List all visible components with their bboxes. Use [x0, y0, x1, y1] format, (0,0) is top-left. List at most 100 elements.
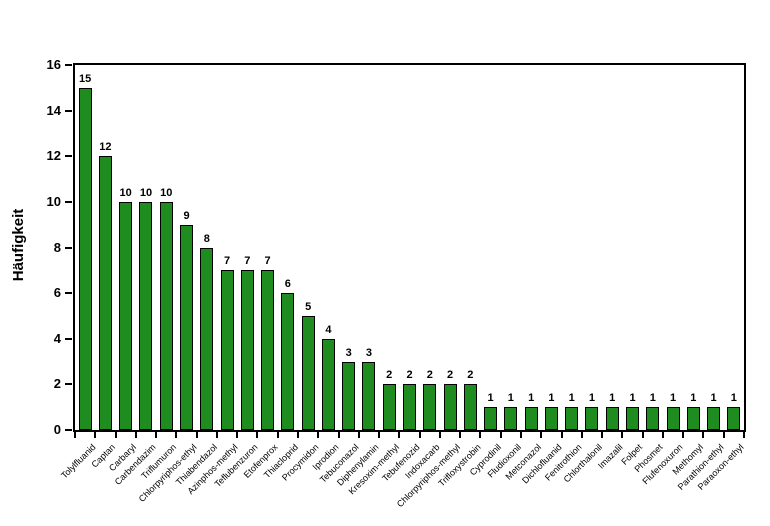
bar	[281, 293, 295, 430]
bar-value-label: 1	[588, 392, 596, 405]
bar	[605, 407, 619, 430]
bar	[626, 407, 639, 430]
bar	[524, 407, 538, 430]
x-axis-tick	[114, 432, 117, 438]
x-axis-tick	[276, 432, 279, 438]
x-axis-tick	[702, 432, 705, 438]
y-axis-tick-label: 14	[46, 102, 61, 118]
bar	[565, 407, 579, 430]
y-axis-tick-label: 6	[53, 285, 61, 301]
bar	[382, 384, 396, 430]
x-axis-tick	[601, 432, 604, 438]
y-axis-tick	[65, 337, 72, 340]
bar-value-label: 3	[365, 346, 373, 359]
y-axis-tick	[65, 429, 72, 431]
x-axis-tick	[94, 432, 97, 438]
x-axis-tick	[134, 432, 137, 438]
bar-value-label: 1	[629, 392, 636, 405]
bar-value-label: 4	[325, 323, 332, 336]
bar	[484, 407, 498, 430]
bar	[707, 407, 721, 430]
bar-value-label: 7	[223, 255, 231, 268]
x-axis-tick	[418, 432, 421, 438]
y-axis-tick-label: 8	[53, 239, 61, 255]
x-axis-tick	[215, 432, 218, 438]
bar-value-label: 10	[139, 186, 153, 199]
x-axis-tick	[520, 432, 522, 438]
bar	[362, 361, 376, 430]
y-axis-tick-label: 16	[46, 57, 61, 72]
x-axis-tick	[641, 432, 644, 438]
bar	[240, 270, 254, 430]
x-axis-tick	[337, 432, 340, 438]
bar-value-label: 2	[386, 369, 393, 382]
bar	[544, 407, 558, 430]
x-axis-tick	[560, 432, 563, 438]
x-axis-tick	[398, 432, 401, 438]
x-axis-tick	[317, 432, 320, 438]
bar	[321, 338, 335, 430]
y-axis-tick-label: 2	[53, 376, 61, 392]
x-axis-tick	[661, 432, 664, 438]
bar	[119, 201, 133, 430]
y-axis-tick-label: 4	[53, 330, 61, 346]
bar	[78, 87, 92, 430]
bar-value-label: 1	[609, 392, 616, 405]
x-axis-tick	[155, 432, 158, 438]
bar-value-label: 3	[345, 346, 352, 359]
y-axis-tick	[65, 292, 72, 295]
bar-value-label: 7	[244, 255, 251, 268]
bar-value-label: 2	[446, 369, 454, 382]
bar-value-label: 2	[406, 369, 413, 382]
y-axis-tick-label: 10	[46, 193, 61, 209]
bar	[159, 201, 173, 430]
bar	[646, 407, 660, 430]
x-axis-tick	[540, 432, 543, 438]
bar-value-label: 5	[305, 300, 312, 313]
bar-value-label: 12	[99, 141, 112, 154]
y-axis-tick	[65, 109, 72, 112]
bar-value-label: 1	[568, 392, 575, 405]
x-axis-tick	[499, 432, 502, 438]
y-axis-tick	[65, 246, 72, 249]
bar	[443, 384, 457, 430]
x-axis-tick	[297, 432, 299, 438]
bar-value-label: 6	[284, 278, 291, 291]
bar-value-label: 1	[669, 392, 677, 405]
y-axis-tick	[65, 383, 72, 386]
bar	[727, 407, 741, 430]
bar	[180, 224, 193, 430]
bar	[261, 270, 275, 430]
x-axis-tick	[722, 432, 725, 438]
bar-value-label: 1	[649, 392, 656, 405]
bar-value-label: 2	[426, 369, 433, 382]
bar-value-label: 9	[183, 209, 190, 222]
bar	[342, 361, 356, 430]
bar	[585, 407, 599, 430]
bar	[220, 270, 234, 430]
x-axis-tick	[195, 432, 198, 438]
x-axis-tick	[438, 432, 441, 438]
x-axis-tick	[479, 432, 482, 438]
x-axis-tick	[621, 432, 624, 438]
bar-value-label: 10	[160, 186, 173, 199]
bar	[200, 247, 214, 430]
bar	[504, 407, 518, 430]
bar-value-label: 7	[264, 255, 271, 268]
plot-area: 0 2 4 6 8 10 12 14 16 15 Tolylfluanid 12 Captan 10 Car…	[47, 58, 746, 509]
y-axis-tick	[65, 64, 72, 66]
bar	[403, 384, 416, 430]
bar-value-label: 1	[548, 392, 555, 405]
x-axis-tick	[236, 432, 239, 438]
bar-value-label: 1	[487, 392, 494, 405]
bar-value-label: 15	[79, 72, 92, 85]
bar	[686, 407, 700, 430]
bar-value-label: 1	[690, 392, 697, 405]
bar-value-label: 1	[710, 392, 717, 405]
x-axis-tick	[682, 432, 685, 438]
x-axis-tick	[580, 432, 583, 438]
y-axis-tick-label: 12	[46, 148, 61, 164]
bar-value-label: 1	[730, 392, 737, 405]
bar	[98, 156, 112, 430]
